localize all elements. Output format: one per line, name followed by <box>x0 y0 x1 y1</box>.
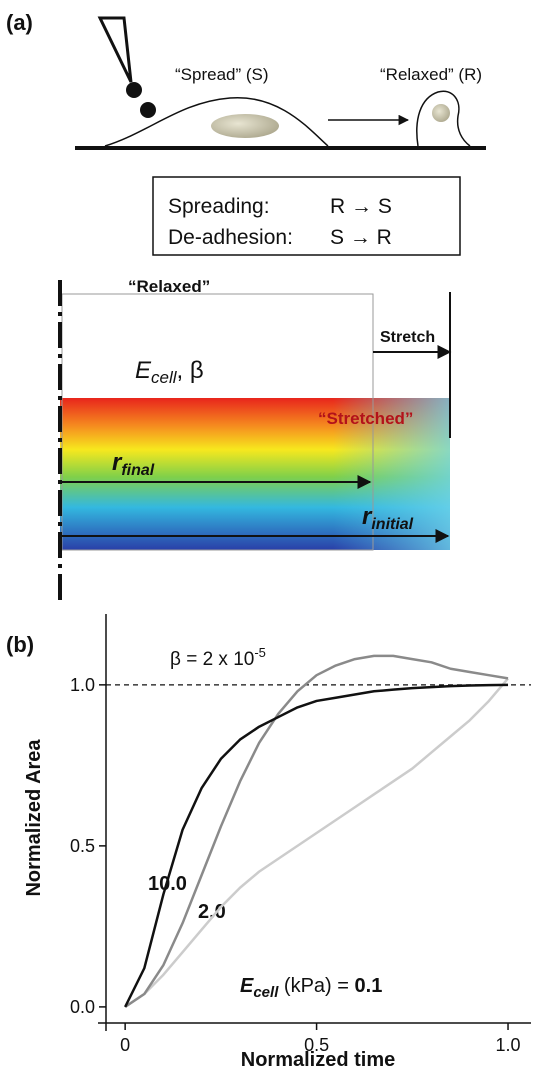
subscript: cell <box>253 984 279 1001</box>
process-name: Spreading: <box>168 195 270 218</box>
x-tick-label: 0 <box>120 1035 130 1055</box>
x-tick-label: 0.5 <box>304 1035 329 1055</box>
process-transition: R → S <box>330 195 392 218</box>
pipette <box>97 16 133 83</box>
bead <box>140 102 156 118</box>
y-tick-label: 0.0 <box>70 997 95 1017</box>
nucleus <box>211 114 279 138</box>
symbol: r <box>362 503 373 530</box>
annotation: β = 2 x 10-5 <box>170 645 266 670</box>
r-initial-label: rinitial <box>362 503 414 533</box>
symbol: E <box>240 975 254 997</box>
process-transition: S → R <box>330 226 392 249</box>
series-line <box>124 654 509 1008</box>
series-line <box>124 677 509 1008</box>
modulus-label: Ecell, β <box>135 357 204 387</box>
series-line <box>124 683 509 1008</box>
series-label: Ecell (kPa) = 0.1 <box>240 975 382 1001</box>
symbol: r <box>112 449 123 476</box>
text: (kPa) = <box>278 975 354 997</box>
y-tick-label: 1.0 <box>70 675 95 695</box>
y-tick-label: 0.5 <box>70 836 95 856</box>
state-label: “Relaxed” <box>128 277 210 296</box>
x-tick-label: 1.0 <box>496 1035 521 1055</box>
nucleus <box>432 104 450 122</box>
r-final-label: rfinal <box>112 449 155 479</box>
panel-label: (a) <box>6 10 33 35</box>
subscript: initial <box>371 516 413 533</box>
y-axis-label: Normalized Area <box>23 739 45 897</box>
spread-cell <box>104 97 329 147</box>
bead <box>126 82 142 98</box>
text: , β <box>177 357 204 384</box>
relaxed-cell <box>416 90 471 147</box>
process-name: De-adhesion: <box>168 226 293 249</box>
stretched-shade <box>60 398 450 550</box>
subscript: final <box>121 462 154 479</box>
series-name: 2.0 <box>198 901 226 923</box>
text: β = 2 x 10 <box>170 649 254 670</box>
symbol: E <box>135 357 152 384</box>
superscript: -5 <box>254 645 266 660</box>
x-axis-label: Normalized time <box>241 1049 395 1071</box>
state-label: “Stretched” <box>318 409 413 428</box>
state-label: “Spread” (S) <box>175 65 269 84</box>
panel-label: (b) <box>6 632 34 657</box>
state-label: “Relaxed” (R) <box>380 65 482 84</box>
subscript: cell <box>151 368 178 387</box>
process-box <box>152 176 461 256</box>
stretch-label: Stretch <box>380 329 435 346</box>
series-name: 0.1 <box>355 975 383 997</box>
